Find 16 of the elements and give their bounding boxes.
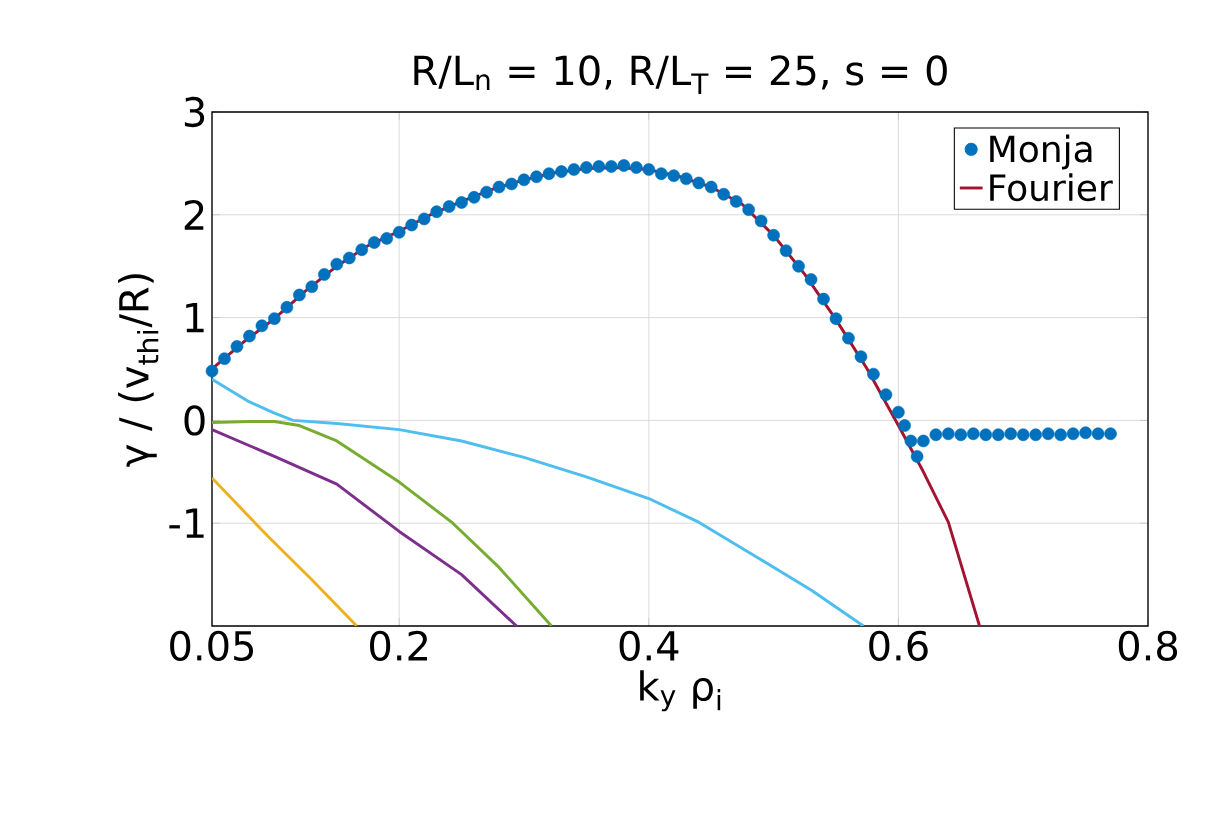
y-axis-title: γ / (v$_{thi}$/R) bbox=[118, 274, 159, 467]
y-tick-label: 3 bbox=[184, 96, 205, 128]
x-axis-title: k$_{y}$ ρ$_{i}$ bbox=[640, 670, 721, 712]
chart-title: R/L$_{n}$ = 10, R/L$_{T}$ = 25, s = 0 bbox=[414, 55, 947, 94]
y-tick-label: 0 bbox=[184, 405, 205, 436]
x-tick-label: 0.2 bbox=[370, 630, 428, 661]
y-tick-label: -1 bbox=[169, 508, 204, 538]
line-series bbox=[212, 476, 359, 626]
y-tick-label: 1 bbox=[186, 303, 204, 333]
x-tick-label: 0.8 bbox=[1118, 630, 1178, 661]
x-tick-label: 0.05 bbox=[170, 630, 254, 661]
y-tick-label: 2 bbox=[184, 199, 204, 230]
legend-label: Fourier bbox=[990, 173, 1113, 202]
x-tick-label: 0.4 bbox=[619, 630, 679, 661]
legend-label: Monja bbox=[990, 134, 1092, 170]
x-tick-label: 0.6 bbox=[869, 630, 928, 661]
